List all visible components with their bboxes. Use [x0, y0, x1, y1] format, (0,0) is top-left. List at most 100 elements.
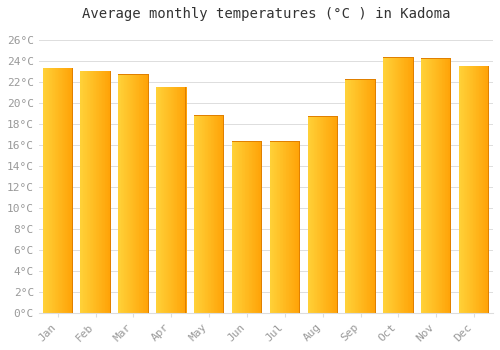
Bar	[390, 57, 391, 313]
Bar	[332, 116, 334, 313]
Bar	[462, 66, 463, 313]
Bar	[278, 141, 279, 313]
Bar	[80, 71, 82, 313]
Bar	[372, 79, 373, 313]
Bar	[251, 141, 252, 313]
Bar	[94, 71, 95, 313]
Bar	[487, 66, 488, 313]
Bar	[366, 79, 368, 313]
Bar	[284, 141, 285, 313]
Bar	[272, 141, 274, 313]
Bar	[260, 141, 262, 313]
Bar	[459, 66, 460, 313]
Bar	[359, 79, 360, 313]
Bar	[137, 74, 138, 313]
Bar	[294, 141, 296, 313]
Bar	[394, 57, 396, 313]
Bar	[181, 87, 182, 313]
Bar	[421, 58, 422, 313]
Bar	[237, 141, 238, 313]
Bar	[120, 74, 122, 313]
Bar	[290, 141, 291, 313]
Bar	[108, 71, 110, 313]
Bar	[253, 141, 254, 313]
Bar	[326, 116, 328, 313]
Bar	[179, 87, 180, 313]
Bar	[220, 115, 222, 313]
Bar	[444, 58, 446, 313]
Bar	[213, 115, 214, 313]
Bar	[413, 57, 414, 313]
Bar	[400, 57, 402, 313]
Bar	[447, 58, 448, 313]
Bar	[364, 79, 365, 313]
Bar	[384, 57, 385, 313]
Bar	[322, 116, 323, 313]
Bar	[471, 66, 472, 313]
Bar	[98, 71, 100, 313]
Bar	[103, 71, 104, 313]
Bar	[196, 115, 197, 313]
Bar	[478, 66, 480, 313]
Bar	[319, 116, 320, 313]
Bar	[398, 57, 400, 313]
Bar	[175, 87, 176, 313]
Bar	[88, 71, 89, 313]
Bar	[48, 68, 50, 313]
Bar	[433, 58, 434, 313]
Bar	[396, 57, 397, 313]
Bar	[353, 79, 354, 313]
Bar	[91, 71, 92, 313]
Bar	[476, 66, 477, 313]
Bar	[482, 66, 484, 313]
Bar	[184, 87, 185, 313]
Bar	[54, 68, 55, 313]
Bar	[287, 141, 288, 313]
Bar	[123, 74, 124, 313]
Bar	[165, 87, 166, 313]
Bar	[375, 79, 376, 313]
Bar	[63, 68, 64, 313]
Bar	[195, 115, 196, 313]
Bar	[203, 115, 204, 313]
Bar	[285, 141, 286, 313]
Bar	[62, 68, 63, 313]
Bar	[122, 74, 123, 313]
Bar	[57, 68, 58, 313]
Bar	[412, 57, 413, 313]
Bar	[349, 79, 350, 313]
Bar	[450, 58, 452, 313]
Bar	[370, 79, 371, 313]
Bar	[388, 57, 390, 313]
Bar	[350, 79, 352, 313]
Bar	[51, 68, 52, 313]
Bar	[441, 58, 442, 313]
Bar	[368, 79, 369, 313]
Bar	[52, 68, 54, 313]
Bar	[406, 57, 408, 313]
Bar	[363, 79, 364, 313]
Bar	[210, 115, 212, 313]
Bar	[308, 116, 309, 313]
Bar	[118, 74, 148, 75]
Bar	[156, 87, 157, 313]
Bar	[118, 74, 119, 313]
Bar	[67, 68, 68, 313]
Bar	[242, 141, 244, 313]
Bar	[64, 68, 66, 313]
Bar	[299, 141, 300, 313]
Bar	[365, 79, 366, 313]
Bar	[238, 141, 240, 313]
Bar	[318, 116, 319, 313]
Bar	[59, 68, 60, 313]
Bar	[232, 141, 234, 313]
Bar	[293, 141, 294, 313]
Bar	[147, 74, 148, 313]
Bar	[201, 115, 202, 313]
Bar	[174, 87, 175, 313]
Bar	[449, 58, 450, 313]
Bar	[422, 58, 424, 313]
Bar	[470, 66, 471, 313]
Bar	[288, 141, 290, 313]
Bar	[238, 141, 239, 313]
